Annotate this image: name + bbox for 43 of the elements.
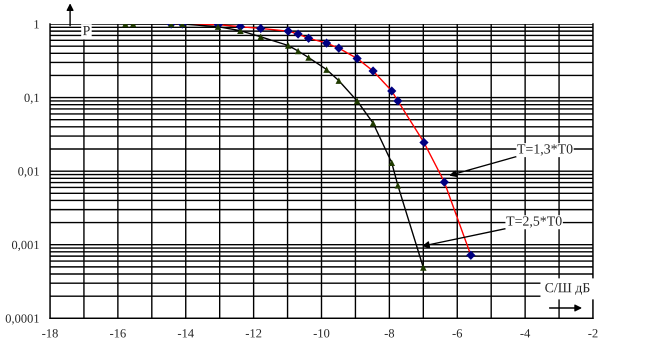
- point: [322, 38, 332, 48]
- y-tick-label: 0,001: [12, 240, 39, 251]
- point: [256, 24, 266, 34]
- x-tick-label: -4: [520, 329, 530, 338]
- y-axis-title: P: [82, 26, 90, 36]
- point: [368, 66, 378, 76]
- point: [336, 77, 342, 84]
- point: [323, 66, 330, 73]
- x-tick-label: -14: [178, 329, 194, 338]
- x-tick-label: -12: [246, 329, 262, 338]
- point: [420, 264, 427, 271]
- x-tick-label: -8: [384, 329, 394, 338]
- point: [257, 34, 264, 40]
- annotation: T=1,3*T0: [517, 144, 572, 156]
- x-tick-label: -2: [588, 329, 598, 338]
- y-tick-label: 0,01: [18, 167, 39, 178]
- point: [237, 27, 244, 34]
- point: [393, 96, 402, 106]
- x-axis-title: С/Ш дБ: [545, 283, 590, 295]
- y-tick-label: 0,0001: [6, 314, 39, 325]
- x-tick-label: -18: [42, 329, 58, 338]
- point: [394, 182, 402, 189]
- point: [419, 138, 429, 148]
- point: [387, 86, 396, 96]
- point: [294, 48, 302, 54]
- x-tick-label: -10: [314, 329, 330, 338]
- point: [293, 29, 303, 39]
- annotation: T=2,5*T0: [506, 216, 562, 228]
- x-tick-label: -6: [452, 329, 462, 338]
- point: [284, 42, 292, 49]
- point: [370, 120, 376, 126]
- point: [304, 34, 314, 43]
- point: [334, 44, 344, 53]
- point: [354, 98, 360, 104]
- point: [466, 250, 476, 260]
- point: [388, 160, 396, 166]
- y-tick-label: 1: [34, 20, 39, 28]
- y-tick-label: 0,1: [24, 94, 39, 104]
- point: [352, 54, 362, 64]
- point: [305, 54, 312, 61]
- point: [440, 177, 449, 187]
- x-tick-label: -16: [110, 329, 126, 338]
- point: [284, 26, 293, 36]
